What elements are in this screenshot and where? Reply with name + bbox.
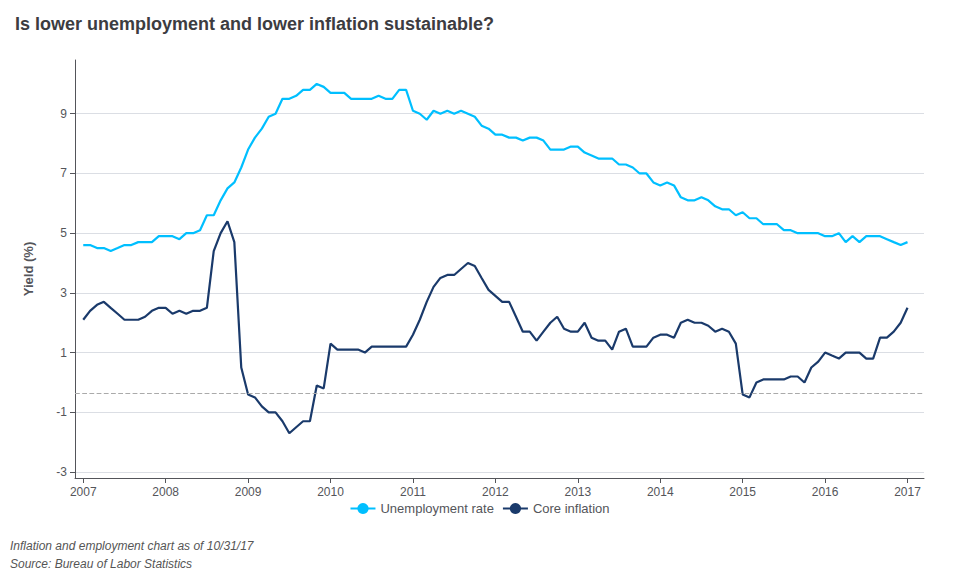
svg-text:2017: 2017: [894, 485, 921, 499]
svg-text:Is lower unemployment and lowe: Is lower unemployment and lower inflatio…: [15, 14, 494, 34]
svg-text:2009: 2009: [235, 485, 262, 499]
svg-text:Yield (%): Yield (%): [21, 242, 36, 296]
svg-text:3: 3: [60, 286, 67, 300]
svg-text:2012: 2012: [482, 485, 509, 499]
svg-text:2008: 2008: [152, 485, 179, 499]
svg-text:9: 9: [60, 107, 67, 121]
svg-text:2015: 2015: [729, 485, 756, 499]
svg-text:Inflation and employment chart: Inflation and employment chart as of 10/…: [10, 539, 255, 553]
svg-text:5: 5: [60, 226, 67, 240]
svg-text:2016: 2016: [812, 485, 839, 499]
svg-text:1: 1: [60, 346, 67, 360]
svg-text:Core inflation: Core inflation: [533, 501, 610, 516]
svg-text:Source: Bureau of Labor Statis: Source: Bureau of Labor Statistics: [10, 557, 192, 571]
svg-text:2007: 2007: [70, 485, 97, 499]
svg-text:2011: 2011: [400, 485, 426, 499]
svg-text:2014: 2014: [647, 485, 674, 499]
svg-text:-1: -1: [56, 405, 67, 419]
svg-text:2010: 2010: [317, 485, 344, 499]
svg-text:-3: -3: [56, 465, 67, 479]
svg-text:Unemployment rate: Unemployment rate: [380, 501, 493, 516]
svg-text:7: 7: [60, 166, 67, 180]
svg-text:2013: 2013: [564, 485, 591, 499]
